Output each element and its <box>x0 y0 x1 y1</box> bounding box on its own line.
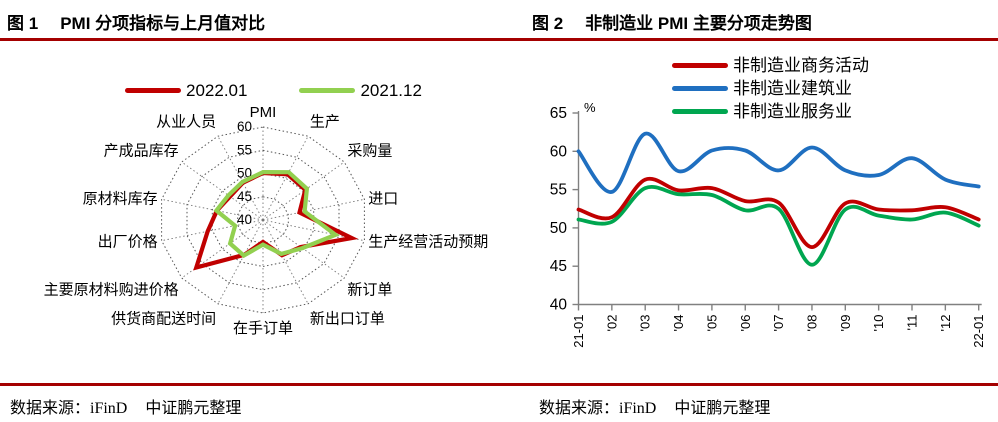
legend-swatch-services <box>672 109 728 114</box>
legend-item-construction: 非制造业建筑业 <box>672 78 869 99</box>
svg-text:55: 55 <box>550 182 567 199</box>
svg-text:50: 50 <box>237 166 252 181</box>
legend-label-construction: 非制造业建筑业 <box>733 79 852 98</box>
legend-swatch-2021-12 <box>299 88 356 93</box>
figure1-source-suffix: 中证鹏元整理 <box>145 400 242 417</box>
svg-text:原材料库存: 原材料库存 <box>83 190 158 207</box>
svg-text:40: 40 <box>237 212 252 227</box>
svg-text:'05: '05 <box>704 315 719 332</box>
legend-label-2021-12: 2021.12 <box>360 81 422 100</box>
figure1-title: 图 1 PMI 分项指标与上月值对比 <box>7 9 265 34</box>
svg-text:21-01: 21-01 <box>571 315 586 348</box>
figure2-source: 数据来源：iFinD 中证鹏元整理 <box>539 394 770 418</box>
svg-text:生产: 生产 <box>310 114 340 131</box>
svg-text:'02: '02 <box>604 315 619 332</box>
svg-text:生产经营活动预期: 生产经营活动预期 <box>368 234 488 251</box>
svg-text:'03: '03 <box>638 315 653 332</box>
svg-text:60: 60 <box>550 143 568 160</box>
legend-label-business-activity: 非制造业商务活动 <box>733 56 869 75</box>
svg-text:在手订单: 在手订单 <box>233 320 293 337</box>
figure2-number: 图 2 <box>532 14 564 33</box>
svg-text:'09: '09 <box>838 315 853 332</box>
svg-text:从业人员: 从业人员 <box>156 114 216 131</box>
svg-text:'11: '11 <box>905 315 920 331</box>
svg-text:60: 60 <box>237 119 252 134</box>
svg-text:45: 45 <box>550 258 567 275</box>
svg-text:PMI: PMI <box>250 104 277 121</box>
svg-text:'08: '08 <box>805 315 820 332</box>
legend-item-2021-12: 2021.12 <box>299 80 422 101</box>
svg-text:'10: '10 <box>871 315 886 332</box>
footer-divider-rule <box>0 383 998 386</box>
svg-text:采购量: 采购量 <box>347 143 392 160</box>
svg-text:'04: '04 <box>671 315 686 332</box>
svg-text:45: 45 <box>237 189 252 204</box>
svg-text:22-01: 22-01 <box>971 315 986 348</box>
legend-item-services: 非制造业服务业 <box>672 101 869 122</box>
legend-item-business-activity: 非制造业商务活动 <box>672 55 869 76</box>
legend-label-2022-01: 2022.01 <box>186 81 248 100</box>
legend-swatch-business-activity <box>672 63 728 68</box>
figure2-source-suffix: 中证鹏元整理 <box>674 400 771 417</box>
line-y-axis-unit: % <box>584 100 596 115</box>
figure1-source-prefix: 数据来源：iFinD <box>10 400 128 417</box>
radar-tick-labels: 40 45 50 55 60 <box>237 119 252 227</box>
legend-swatch-construction <box>672 86 728 91</box>
svg-text:供货商配送时间: 供货商配送时间 <box>111 310 216 327</box>
radar-series-2021.12 <box>213 169 340 259</box>
line-axes: 40 45 50 55 60 65 % 21-01 '02 '03 '04 '05 '06 '07 '08 '… <box>550 100 986 348</box>
svg-text:'07: '07 <box>771 315 786 332</box>
figure1-title-text: PMI 分项指标与上月值对比 <box>60 14 266 33</box>
svg-text:55: 55 <box>237 142 252 157</box>
svg-text:40: 40 <box>550 297 568 314</box>
figure2-title-text: 非制造业 PMI 主要分项走势图 <box>585 14 812 33</box>
radar-grid <box>161 126 365 314</box>
svg-text:主要原材料购进价格: 主要原材料购进价格 <box>44 282 179 299</box>
svg-text:出厂价格: 出厂价格 <box>98 234 158 251</box>
line-series-非制造业建筑业 <box>576 131 981 194</box>
line-x-labels: 21-01 '02 '03 '04 '05 '06 '07 '08 '09 '10 '11 '12 22… <box>571 315 986 348</box>
header-divider-rule <box>0 38 998 41</box>
svg-text:50: 50 <box>550 220 568 237</box>
svg-text:'06: '06 <box>738 315 753 332</box>
figure1-number: 图 1 <box>7 14 39 33</box>
svg-text:'12: '12 <box>938 315 953 332</box>
legend-label-services: 非制造业服务业 <box>733 102 852 121</box>
figure1-legend: 2022.01 2021.12 <box>125 80 422 101</box>
radar-series-2022.01 <box>193 170 359 271</box>
line-chart: 40 45 50 55 60 65 % 21-01 '02 '03 '04 '05 '06 '07 '08 '… <box>550 100 986 348</box>
svg-text:新出口订单: 新出口订单 <box>310 310 385 327</box>
figure2-title: 图 2 非制造业 PMI 主要分项走势图 <box>532 9 812 34</box>
figure2-legend: 非制造业商务活动 非制造业建筑业 非制造业服务业 <box>672 55 869 124</box>
svg-text:新订单: 新订单 <box>347 282 392 299</box>
line-series-非制造业商务活动 <box>576 176 981 250</box>
svg-text:产成品库存: 产成品库存 <box>104 143 179 160</box>
figure2-source-prefix: 数据来源：iFinD <box>539 400 657 417</box>
line-series-非制造业服务业 <box>576 185 981 267</box>
svg-text:65: 65 <box>550 105 567 122</box>
legend-item-2022-01: 2022.01 <box>125 80 247 101</box>
svg-text:进口: 进口 <box>368 190 398 207</box>
legend-swatch-2022-01 <box>125 88 181 93</box>
figure1-source: 数据来源：iFinD 中证鹏元整理 <box>10 394 241 418</box>
